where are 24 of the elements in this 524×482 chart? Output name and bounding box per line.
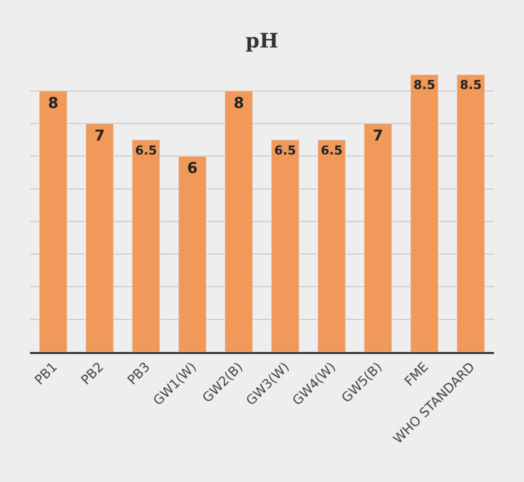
chart-title: pH bbox=[246, 28, 278, 53]
data-label: 7 bbox=[94, 126, 105, 145]
data-label: 6.5 bbox=[274, 143, 296, 158]
bar bbox=[271, 140, 300, 352]
bar bbox=[178, 156, 207, 352]
data-label: 8 bbox=[234, 94, 244, 112]
bar bbox=[317, 140, 346, 352]
data-label: 6.5 bbox=[320, 143, 343, 158]
data-label: 8.5 bbox=[460, 78, 482, 92]
bar bbox=[364, 123, 392, 352]
data-label: 6.5 bbox=[135, 143, 157, 158]
bar bbox=[410, 74, 439, 352]
bar bbox=[39, 90, 68, 352]
x-tick-label: PB1 bbox=[32, 360, 61, 388]
data-label: 6 bbox=[187, 159, 198, 178]
data-label: 8 bbox=[48, 94, 58, 112]
data-label: 7 bbox=[372, 126, 384, 145]
data-label: 8.5 bbox=[413, 78, 436, 92]
bar bbox=[132, 140, 160, 352]
x-tick-label: PB3 bbox=[125, 360, 154, 388]
bar bbox=[456, 74, 485, 352]
x-tick-label: PB2 bbox=[78, 360, 108, 388]
bar bbox=[224, 90, 253, 352]
bar bbox=[85, 123, 114, 352]
